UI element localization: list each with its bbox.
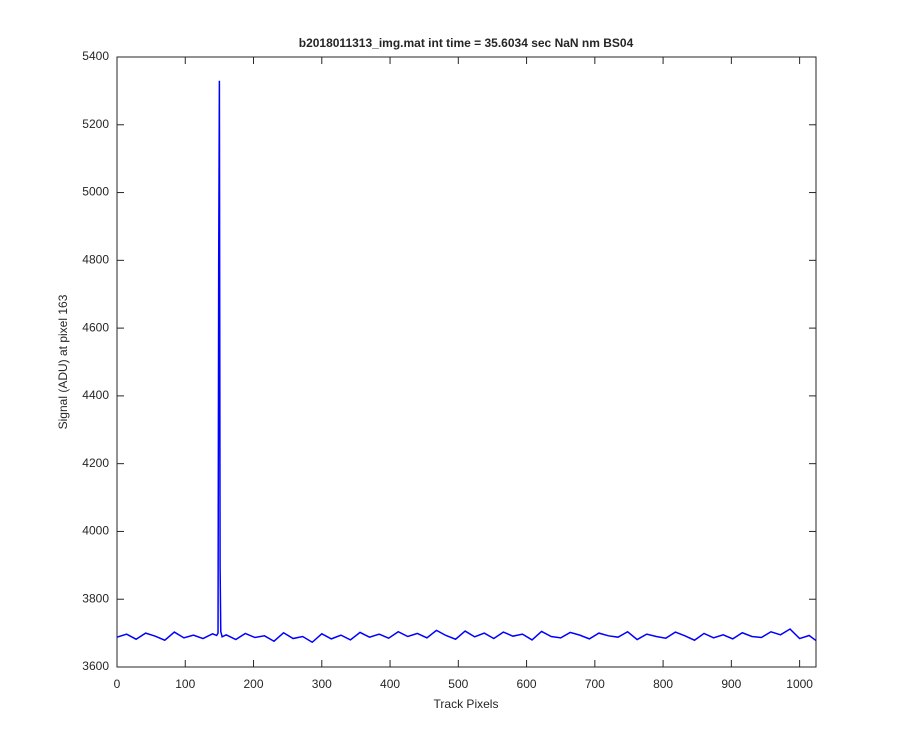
x-tick-label: 200 — [244, 677, 264, 691]
x-tick-label: 500 — [448, 677, 468, 691]
y-tick-label: 5000 — [82, 185, 109, 199]
y-axis-label: Signal (ADU) at pixel 163 — [56, 294, 70, 429]
chart-title: b2018011313_img.mat int time = 35.6034 s… — [299, 36, 634, 50]
plot-frame — [116, 56, 817, 668]
y-tick-label: 4800 — [82, 253, 109, 267]
x-tick-label: 0 — [114, 677, 121, 691]
x-tick-label: 900 — [721, 677, 741, 691]
x-tick-label: 800 — [653, 677, 673, 691]
y-tick-label: 4000 — [82, 524, 109, 538]
y-tick-label: 5400 — [82, 49, 109, 63]
x-tick-label: 700 — [585, 677, 605, 691]
x-tick-label: 400 — [380, 677, 400, 691]
x-tick-label: 100 — [175, 677, 195, 691]
y-tick-label: 4200 — [82, 456, 109, 470]
signal-line — [116, 80, 817, 644]
x-tick-label: 1000 — [786, 677, 813, 691]
y-tick-label: 4600 — [82, 320, 109, 334]
y-tick-label: 4400 — [82, 388, 109, 402]
y-tick-label: 5200 — [82, 117, 109, 131]
y-tick-label: 3800 — [82, 591, 109, 605]
x-tick-label: 300 — [312, 677, 332, 691]
x-axis-label: Track Pixels — [434, 697, 499, 711]
y-tick-label: 3600 — [82, 659, 109, 673]
x-tick-label: 600 — [517, 677, 537, 691]
